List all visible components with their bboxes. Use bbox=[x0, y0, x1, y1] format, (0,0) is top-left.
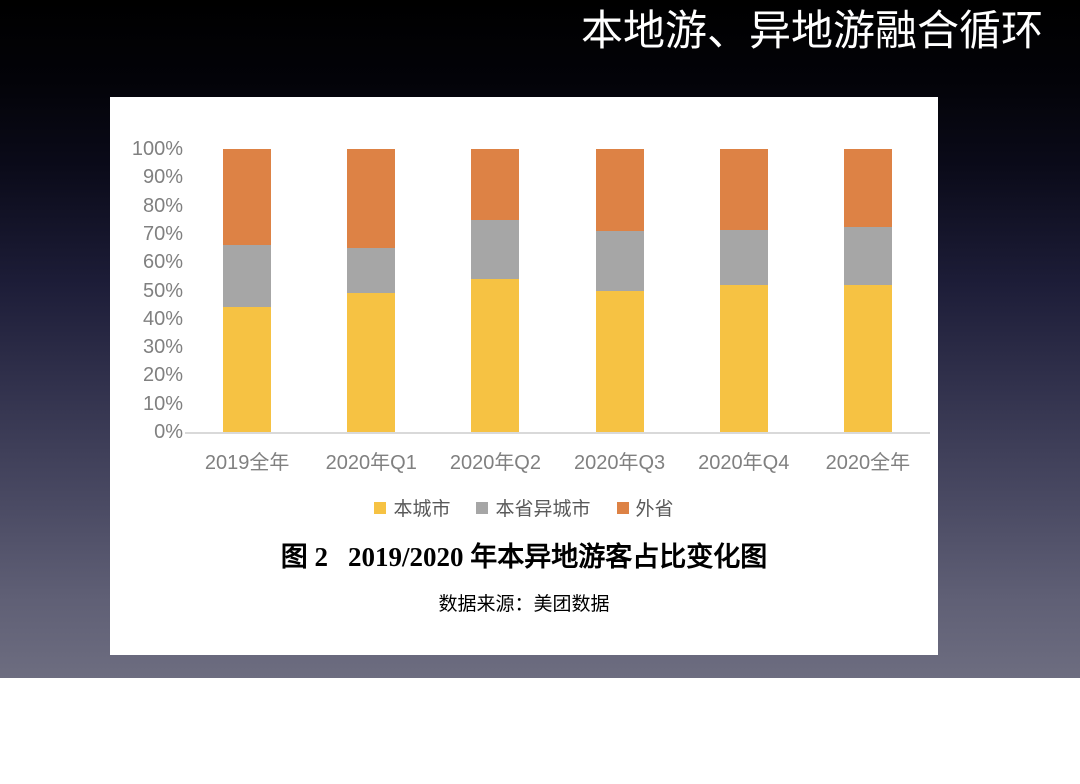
bar-column bbox=[558, 149, 682, 432]
bar-segment bbox=[223, 149, 272, 246]
bar-column bbox=[309, 149, 433, 432]
bar-segment bbox=[223, 245, 272, 308]
bar-segment bbox=[595, 290, 644, 432]
bar-segment bbox=[595, 231, 644, 291]
x-category-label: 2020年Q2 bbox=[449, 452, 541, 474]
bar-column bbox=[806, 149, 930, 432]
y-tick-label: 70% bbox=[142, 222, 183, 245]
bar-segment bbox=[223, 307, 272, 432]
x-category-label: 2019全年 bbox=[204, 452, 290, 474]
x-category-label: 2020年Q4 bbox=[698, 452, 790, 474]
y-tick-label: 20% bbox=[142, 364, 183, 387]
plot-area bbox=[185, 149, 930, 434]
y-tick-label: 10% bbox=[142, 392, 183, 415]
y-tick-label: 0% bbox=[154, 421, 183, 443]
y-tick-label: 40% bbox=[142, 307, 183, 330]
legend-item: 本省异城市 bbox=[476, 494, 591, 521]
slide-title: 本地游、异地游融合循环 bbox=[580, 9, 1043, 55]
data-source: 数据来源：美团数据 bbox=[438, 594, 610, 615]
stacked-bar bbox=[347, 149, 396, 432]
chart-panel: 0% 10% 20% 30% 40% 50% 60% 70% 80% 90% 100% 2019全年… bbox=[110, 97, 938, 655]
legend-label: 本城市 bbox=[393, 499, 451, 520]
stacked-bar bbox=[223, 149, 272, 432]
figure-label: 图 2 bbox=[280, 542, 328, 572]
y-tick-label: 30% bbox=[142, 336, 183, 359]
x-category-label: 2020年Q3 bbox=[573, 452, 666, 474]
bar-column bbox=[682, 149, 806, 432]
figure-caption: 图 2 2019/2020 年本异地游客占比变化图 bbox=[110, 535, 938, 574]
y-tick-label: 80% bbox=[142, 194, 183, 217]
y-tick-label: 50% bbox=[142, 279, 183, 302]
bar-segment bbox=[843, 149, 892, 227]
stacked-bar bbox=[843, 149, 892, 432]
y-tick-label: 100% bbox=[131, 138, 183, 160]
stacked-bar bbox=[719, 149, 768, 432]
slide-background: 本地游、异地游融合循环 0% 10% 20% 30% 40% 50% 60% 70% 80% 90… bbox=[0, 0, 1080, 678]
legend-swatch-icon bbox=[616, 501, 629, 514]
bar-column bbox=[185, 149, 309, 432]
bar-segment bbox=[843, 284, 892, 432]
y-tick-label: 90% bbox=[142, 166, 183, 189]
stacked-bar bbox=[595, 149, 644, 432]
legend-label: 本省异城市 bbox=[495, 499, 591, 520]
bar-segment bbox=[347, 149, 396, 249]
chart-legend: 本城市 本省异城市 外省 bbox=[110, 494, 938, 521]
figure-title: 2019/2020 年本异地游客占比变化图 bbox=[347, 542, 768, 572]
stacked-bar bbox=[471, 149, 520, 432]
legend-swatch-icon bbox=[476, 501, 489, 514]
bar-segment bbox=[843, 226, 892, 285]
legend-swatch-icon bbox=[374, 501, 387, 514]
bar-segment bbox=[471, 219, 520, 280]
bar-segment bbox=[347, 248, 396, 294]
bar-segment bbox=[595, 149, 644, 232]
bar-segment bbox=[347, 293, 396, 432]
bar-segment bbox=[719, 229, 768, 285]
x-category-label: 2020年Q1 bbox=[325, 452, 417, 474]
bar-segment bbox=[471, 149, 520, 220]
y-tick-label: 60% bbox=[142, 251, 183, 274]
legend-label: 外省 bbox=[635, 499, 674, 520]
bar-column bbox=[433, 149, 557, 432]
bar-segment bbox=[719, 284, 768, 432]
bar-segment bbox=[719, 149, 768, 230]
x-category-label: 2020全年 bbox=[825, 452, 911, 474]
bar-segment bbox=[471, 279, 520, 432]
legend-item: 外省 bbox=[616, 494, 674, 521]
legend-item: 本城市 bbox=[374, 494, 450, 521]
